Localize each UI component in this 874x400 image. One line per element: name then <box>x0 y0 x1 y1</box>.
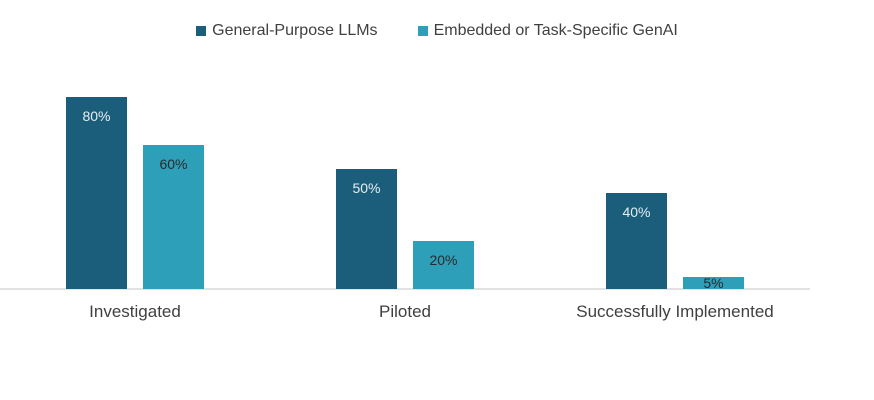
legend-item-series-2: Embedded or Task-Specific GenAI <box>417 22 678 40</box>
bar-1-2 <box>336 169 397 289</box>
data-label-2-1: 60% <box>159 156 187 172</box>
data-label-2-3: 5% <box>703 275 723 291</box>
bar-2-1 <box>143 145 204 289</box>
chart-legend: General-Purpose LLMs Embedded or Task-Sp… <box>0 22 874 40</box>
data-label-1-3: 40% <box>622 204 650 220</box>
x-tick-label-1: Investigated <box>89 302 181 321</box>
bar-1-3 <box>606 193 667 289</box>
legend-swatch-series-2 <box>417 26 428 36</box>
bar-2-2 <box>413 241 474 289</box>
bar-2-3 <box>683 277 744 289</box>
legend-item-series-1: General-Purpose LLMs <box>196 22 378 40</box>
x-tick-label-3: Successfully Implemented <box>576 302 773 321</box>
legend-label-series-2: Embedded or Task-Specific GenAI <box>433 22 678 39</box>
bar-1-1 <box>66 97 127 289</box>
data-label-1-1: 80% <box>82 108 110 124</box>
data-label-2-2: 20% <box>429 252 457 268</box>
legend-swatch-series-1 <box>196 26 207 36</box>
legend-label-series-1: General-Purpose LLMs <box>212 22 378 39</box>
x-tick-label-2: Piloted <box>379 302 431 321</box>
data-label-1-2: 50% <box>352 180 380 196</box>
